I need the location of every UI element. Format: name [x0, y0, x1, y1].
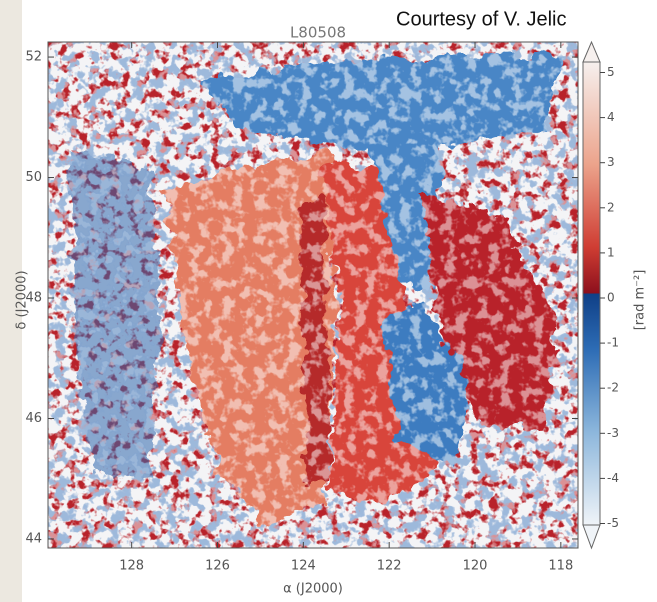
- colorbar-tick-label: 3: [607, 155, 615, 169]
- colorbar-arrow-bottom: [582, 524, 601, 550]
- colorbar: [582, 61, 601, 526]
- chart-title: L80508: [290, 24, 346, 42]
- y-tick-label: 44: [25, 531, 42, 546]
- colorbar-tick-label: 4: [607, 110, 615, 124]
- y-tick-label: 48: [25, 291, 42, 306]
- colorbar-tick-label: 0: [607, 291, 615, 305]
- colorbar-tick-label: -4: [607, 471, 619, 485]
- x-tick-label: 126: [205, 559, 230, 574]
- plot-frame: [47, 41, 579, 549]
- y-tick-label: 46: [25, 411, 42, 426]
- side-strip: [0, 0, 22, 602]
- colorbar-tick-label: 2: [607, 200, 615, 214]
- colorbar-tick-label: -5: [607, 516, 619, 530]
- y-tick-label: 50: [25, 170, 42, 185]
- colorbar-tick-label: -1: [607, 336, 619, 350]
- annotation: Courtesy of V. Jelic: [396, 8, 566, 30]
- y-tick-label: 52: [25, 50, 42, 65]
- rm-map: [48, 42, 578, 548]
- x-axis-label: α (J2000): [283, 582, 343, 597]
- y-axis-label: δ (J2000): [15, 270, 30, 329]
- x-tick-label: 124: [291, 559, 316, 574]
- x-tick-label: 120: [463, 559, 488, 574]
- x-tick-label: 122: [377, 559, 402, 574]
- x-tick-label: 128: [119, 559, 144, 574]
- colorbar-tick-label: 5: [607, 65, 615, 79]
- colorbar-label: [rad m⁻²]: [633, 270, 648, 331]
- colorbar-tick-label: 1: [607, 245, 615, 259]
- x-tick-label: 118: [548, 559, 573, 574]
- white-speckle: [48, 42, 578, 548]
- colorbar-arrow-top: [582, 40, 601, 63]
- colorbar-tick-label: -3: [607, 426, 619, 440]
- colorbar-tick-label: -2: [607, 381, 619, 395]
